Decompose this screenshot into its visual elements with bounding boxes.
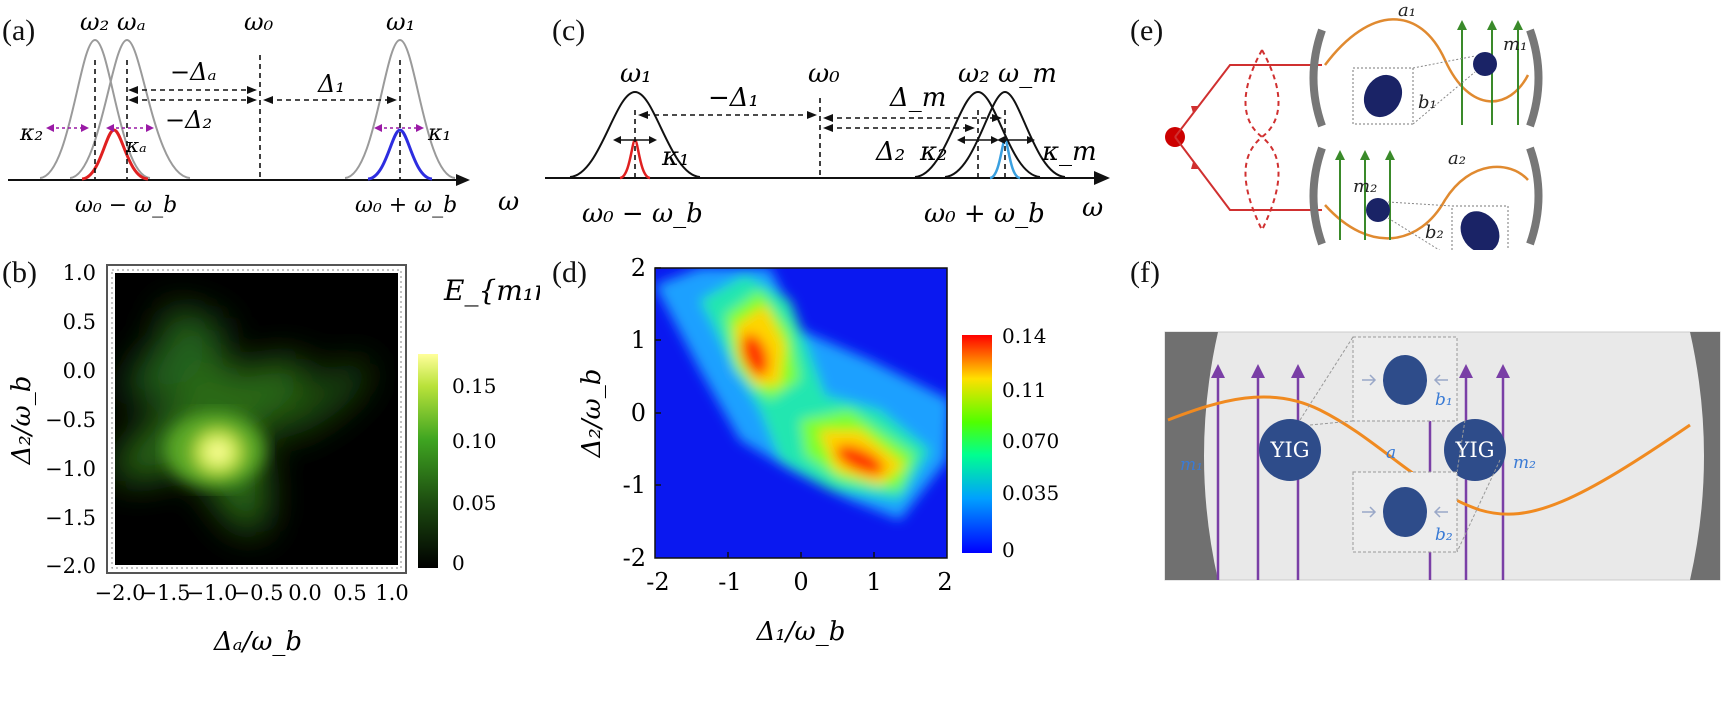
c-label-omega2: ω₂ bbox=[958, 59, 990, 89]
c-label-omega0: ω₀ bbox=[808, 59, 840, 89]
b-xlabel: Δₐ/ω_b bbox=[213, 627, 302, 657]
label-omega0-minus-omegab: ω₀ − ω_b bbox=[75, 193, 177, 218]
panel-c-spectrum: ω₁ ω₀ ω₂ ω_m −Δ₁ Δ_m Δ₂ κ₁ κ₂ κ_m ω₀ − ω… bbox=[545, 59, 1110, 229]
label-minus-delta-a: −Δₐ bbox=[170, 58, 216, 86]
e-label-b2: b₂ bbox=[1425, 222, 1444, 243]
f-label-a: a bbox=[1386, 443, 1396, 463]
b-xtick-7: 1.0 bbox=[375, 581, 408, 605]
label-omega1: ω₁ bbox=[386, 8, 415, 36]
d-cbtick-3: 0.070 bbox=[1002, 429, 1059, 453]
c-label-omega-m: ω_m bbox=[998, 59, 1057, 89]
label-omega-axis: ω bbox=[498, 187, 519, 217]
panel-f-schematic: YIG YIG a m₁ m₂ b₁ b₂ bbox=[1164, 331, 1721, 581]
e-label-a2: a₂ bbox=[1448, 148, 1466, 169]
label-minus-delta2: −Δ₂ bbox=[165, 106, 212, 134]
c-label-kappa-m: κ_m bbox=[1041, 137, 1097, 167]
c-label-axis: ω bbox=[1082, 193, 1103, 223]
panel-b-heatmap: 1.0 0.5 0.0 −0.5 −1.0 −1.5 −2.0 −2.0 −1.… bbox=[7, 261, 540, 657]
f-label-b2: b₂ bbox=[1435, 525, 1453, 545]
d-ytick-3: 0 bbox=[631, 399, 646, 427]
b-cbtick-4: 0 bbox=[452, 551, 465, 575]
b-ytick-1: 1.0 bbox=[63, 261, 96, 285]
f-label-m2: m₂ bbox=[1513, 453, 1536, 473]
b-ytick-4: −0.5 bbox=[45, 408, 96, 432]
panel-e-schematic: a₁ m₁ b₁ a₂ m₂ b₂ bbox=[1165, 0, 1543, 250]
e-label-a1: a₁ bbox=[1398, 0, 1416, 21]
panel-label-f: (f) bbox=[1130, 256, 1160, 289]
b-colorbar bbox=[418, 354, 438, 568]
b-ytick-2: 0.5 bbox=[63, 310, 96, 334]
b-cbtick-2: 0.10 bbox=[452, 429, 497, 453]
b-xtick-4: −0.5 bbox=[233, 581, 284, 605]
b-xtick-2: −1.5 bbox=[140, 581, 191, 605]
c-label-upper: ω₀ + ω_b bbox=[924, 199, 1045, 229]
d-ytick-2: 1 bbox=[631, 326, 646, 354]
b-xtick-6: 0.5 bbox=[333, 581, 366, 605]
c-label-lower: ω₀ − ω_b bbox=[582, 199, 703, 229]
d-xlabel: Δ₁/ω_b bbox=[756, 617, 846, 647]
c-label-omega1: ω₁ bbox=[620, 59, 652, 89]
e-label-b1: b₁ bbox=[1418, 92, 1437, 113]
label-delta1: Δ₁ bbox=[317, 70, 345, 98]
d-xtick-2: -1 bbox=[718, 568, 741, 596]
b-ytick-3: 0.0 bbox=[63, 359, 96, 383]
d-cbtick-2: 0.11 bbox=[1002, 378, 1047, 402]
c-label-kappa2: κ₂ bbox=[919, 137, 947, 167]
e-label-m2: m₂ bbox=[1353, 176, 1377, 197]
label-omega0: ω₀ bbox=[244, 8, 274, 36]
panel-label-c: (c) bbox=[552, 14, 586, 47]
b-xtick-3: −1.0 bbox=[187, 581, 238, 605]
label-omega-a: ωₐ bbox=[117, 8, 146, 36]
label-kappa-a: κₐ bbox=[125, 133, 147, 157]
d-ylabel: Δ₂/ω_b bbox=[577, 369, 607, 459]
panel-d-heatmap: 2 1 0 -1 -2 -2 -1 0 1 2 Δ₁/ω_b Δ₂/ω_b 0.… bbox=[577, 254, 1059, 647]
d-xtick-4: 1 bbox=[866, 568, 881, 596]
d-cbtick-5: 0 bbox=[1002, 538, 1015, 562]
c-label-kappa1: κ₁ bbox=[661, 142, 689, 172]
c-label-minus-delta1: −Δ₁ bbox=[708, 83, 759, 113]
f-yig-1: YIG bbox=[1270, 438, 1310, 462]
e-label-m1: m₁ bbox=[1503, 34, 1527, 55]
d-xtick-1: -2 bbox=[646, 568, 669, 596]
d-cbtick-1: 0.14 bbox=[1002, 324, 1047, 348]
c-label-delta2: Δ₂ bbox=[875, 137, 905, 167]
b-ytick-7: −2.0 bbox=[45, 554, 96, 578]
d-colorbar bbox=[962, 335, 992, 553]
label-omega2: ω₂ bbox=[80, 8, 109, 36]
d-ytick-1: 2 bbox=[631, 254, 646, 282]
panel-label-b: (b) bbox=[2, 256, 37, 289]
b-cbtick-1: 0.15 bbox=[452, 374, 497, 398]
f-label-b1: b₁ bbox=[1435, 390, 1453, 410]
d-xtick-5: 2 bbox=[937, 568, 952, 596]
b-xtick-1: −2.0 bbox=[95, 581, 146, 605]
label-kappa2: κ₂ bbox=[19, 121, 43, 146]
b-ytick-6: −1.5 bbox=[45, 506, 96, 530]
panel-label-d: (d) bbox=[552, 256, 587, 289]
b-ytick-5: −1.0 bbox=[45, 457, 96, 481]
label-omega0-plus-omegab: ω₀ + ω_b bbox=[355, 193, 457, 218]
f-label-m1: m₁ bbox=[1180, 455, 1203, 475]
b-ylabel: Δ₂/ω_b bbox=[7, 376, 37, 466]
panel-label-e: (e) bbox=[1130, 14, 1164, 47]
b-cbtick-3: 0.05 bbox=[452, 491, 497, 515]
d-ytick-4: -1 bbox=[623, 471, 646, 499]
d-cbtick-4: 0.035 bbox=[1002, 481, 1059, 505]
c-label-delta-m: Δ_m bbox=[889, 83, 946, 113]
panel-label-a: (a) bbox=[2, 14, 36, 47]
b-xtick-5: 0.0 bbox=[288, 581, 321, 605]
d-xtick-3: 0 bbox=[793, 568, 808, 596]
f-yig-2: YIG bbox=[1455, 438, 1495, 462]
label-kappa1: κ₁ bbox=[427, 121, 451, 146]
panel-a-spectrum: ω₂ ωₐ ω₀ ω₁ −Δₐ Δ₁ −Δ₂ κ₂ κₐ κ₁ ω₀ − ω_b… bbox=[8, 8, 519, 218]
d-ytick-5: -2 bbox=[623, 544, 646, 572]
